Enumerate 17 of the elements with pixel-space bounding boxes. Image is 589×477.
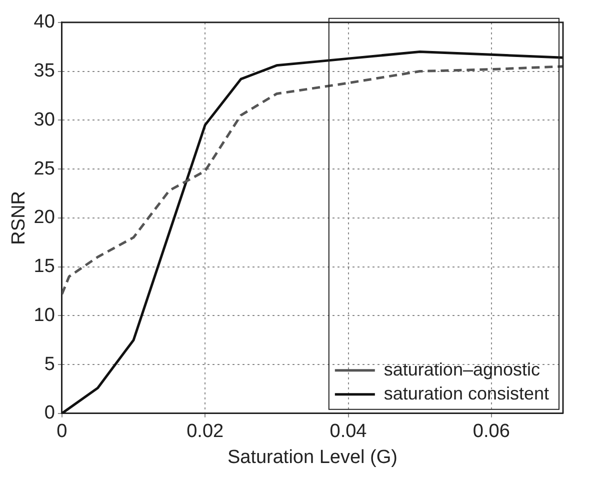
y-tick-label: 5 [44,354,55,375]
y-tick-label: 35 [34,60,55,82]
y-tick-label: 30 [34,109,55,130]
y-tick-label: 0 [44,402,55,424]
y-tick-label: 10 [34,304,55,326]
x-tick-label: 0.02 [186,421,224,442]
y-tick-label: 15 [34,256,55,278]
x-tick-label: 0.04 [330,421,368,442]
y-tick-label: 25 [34,158,55,180]
legend-label: saturation consistent [384,383,549,404]
y-tick-label: 40 [34,12,55,33]
line-series [62,65,563,296]
y-axis-title: RSNR [8,190,30,245]
x-axis-title: Saturation Level (G) [227,446,398,468]
y-tick-label: 20 [34,207,55,228]
legend-label: saturation–agnostic [384,359,540,380]
x-tick-label: 0.06 [472,421,510,442]
